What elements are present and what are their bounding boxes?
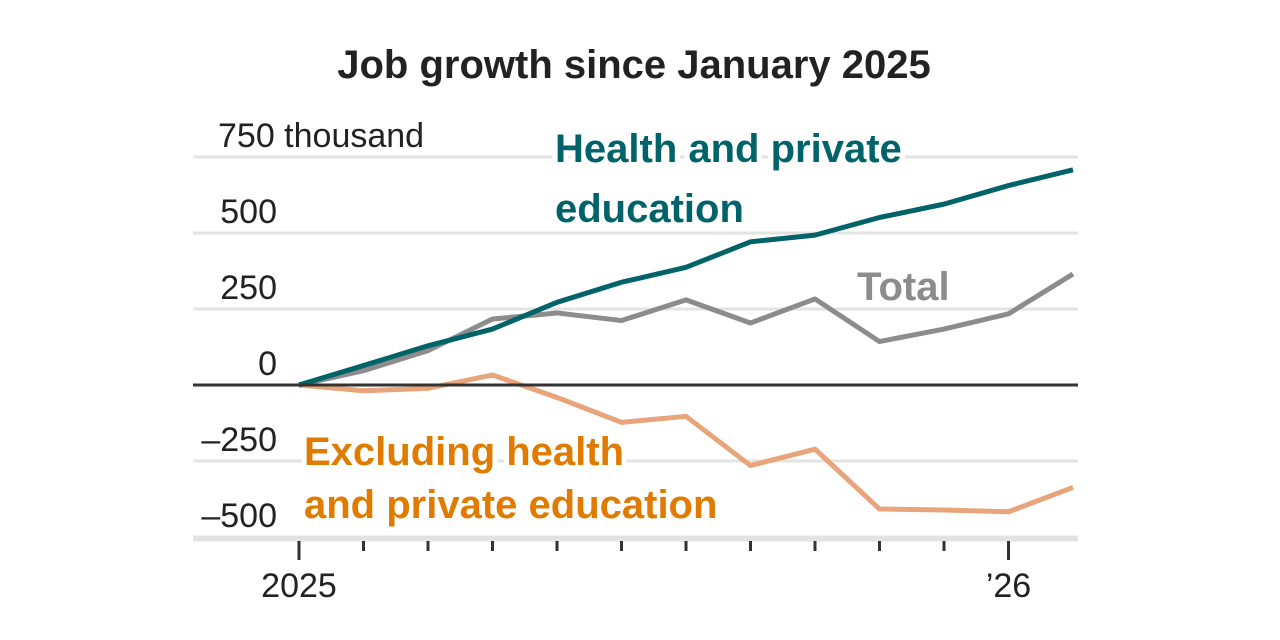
y-tick-label: 750 thousand [218,117,424,155]
series-line-1 [298,271,1075,388]
y-axis: 750 thousand 500 250 0 –250 –500 [196,112,429,540]
gridlines [193,155,1078,539]
series-label-health: Health and private education [555,127,913,231]
series-lines [298,167,1075,515]
series-labels: Health and private education Total Exclu… [299,122,955,532]
x-tick-label: ’26 [986,567,1031,605]
x-tick-label: 2025 [261,567,337,605]
y-tick-label: 250 [220,269,277,307]
series-label-total: Total [857,265,950,309]
series-line-2 [298,372,1074,515]
y-tick-label: 500 [220,193,277,231]
series-line-0 [298,167,1074,388]
y-tick-label: –250 [201,421,277,459]
chart-title: Job growth since January 2025 [337,43,931,87]
x-axis: 2025 ’26 [193,383,1078,605]
y-tick-label: –500 [201,497,277,535]
series-label-excluding: Excluding health and private education [304,430,717,527]
y-tick-label: 0 [258,345,277,383]
